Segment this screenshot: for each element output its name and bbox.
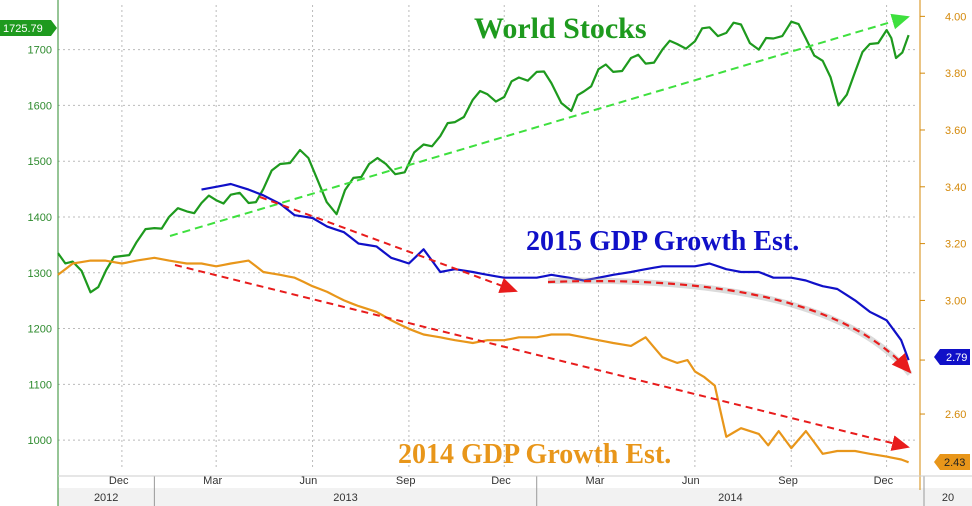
trend-arrow-world [169,13,910,237]
y-right-tick-label: 3.20 [945,239,966,251]
annotation-2015-gdp: 2015 GDP Growth Est. [526,226,799,257]
y-right-tick-label: 3.40 [945,182,966,194]
axes [57,0,972,506]
y-left-tick-label: 1000 [28,435,52,447]
trend-arrow-2015-late [547,280,912,374]
last-value-tag-left: 1725.79 [0,20,57,36]
x-year-band [58,488,972,506]
last-value-2015: 2.79 [946,352,967,364]
last-value-left: 1725.79 [3,23,43,35]
last-value-2014: 2.43 [944,457,965,469]
trend-arrow-2014 [174,264,910,451]
x-year-label: 20 [942,492,954,504]
x-month-label: Jun [682,475,700,487]
x-year-label: 2012 [94,492,118,504]
y-right-tick-label: 4.00 [945,11,966,23]
y-right-tick-label: 3.60 [945,125,966,137]
y-left-tick-label: 1100 [28,379,52,391]
x-month-label: Jun [300,475,318,487]
last-value-tag-left-shape [0,20,57,36]
series-2014-gdp [57,256,909,464]
x-month-label: Sep [396,475,416,487]
x-month-label: Dec [874,475,894,487]
x-year-label: 2013 [333,492,357,504]
y-left-tick-label: 1300 [28,268,52,280]
y-left-tick-label: 1200 [28,324,52,336]
x-month-label: Dec [109,475,129,487]
y-right-tick-label: 2.60 [945,409,966,421]
trend-arrows [169,13,913,451]
x-month-label: Mar [203,475,222,487]
last-value-tag-2014-shape [934,454,970,470]
last-value-tag-2015: 2.79 [934,349,970,365]
last-value-tag-2014: 2.43 [934,454,970,470]
y-left-tick-label: 1600 [28,100,52,112]
y-right-tick-label: 3.00 [945,295,966,307]
x-month-label: Mar [586,475,605,487]
y-left-tick-label: 1700 [28,45,52,57]
annotation-world-stocks: World Stocks [474,12,647,45]
series-2015-gdp [201,182,910,361]
y-left-tick-label: 1400 [28,212,52,224]
x-month-label: Dec [491,475,511,487]
last-value-tag-2015-shape [934,349,970,365]
series-layer [57,20,910,464]
y-left-tick-label: 1500 [28,156,52,168]
grid [58,5,918,468]
y-right-tick-label: 3.80 [945,68,966,80]
annotation-2014-gdp: 2014 GDP Growth Est. [398,439,671,470]
x-year-label: 2014 [718,492,742,504]
trend-arrow-2015-early [259,196,518,293]
series-world-stocks [57,20,910,294]
x-month-label: Sep [778,475,798,487]
